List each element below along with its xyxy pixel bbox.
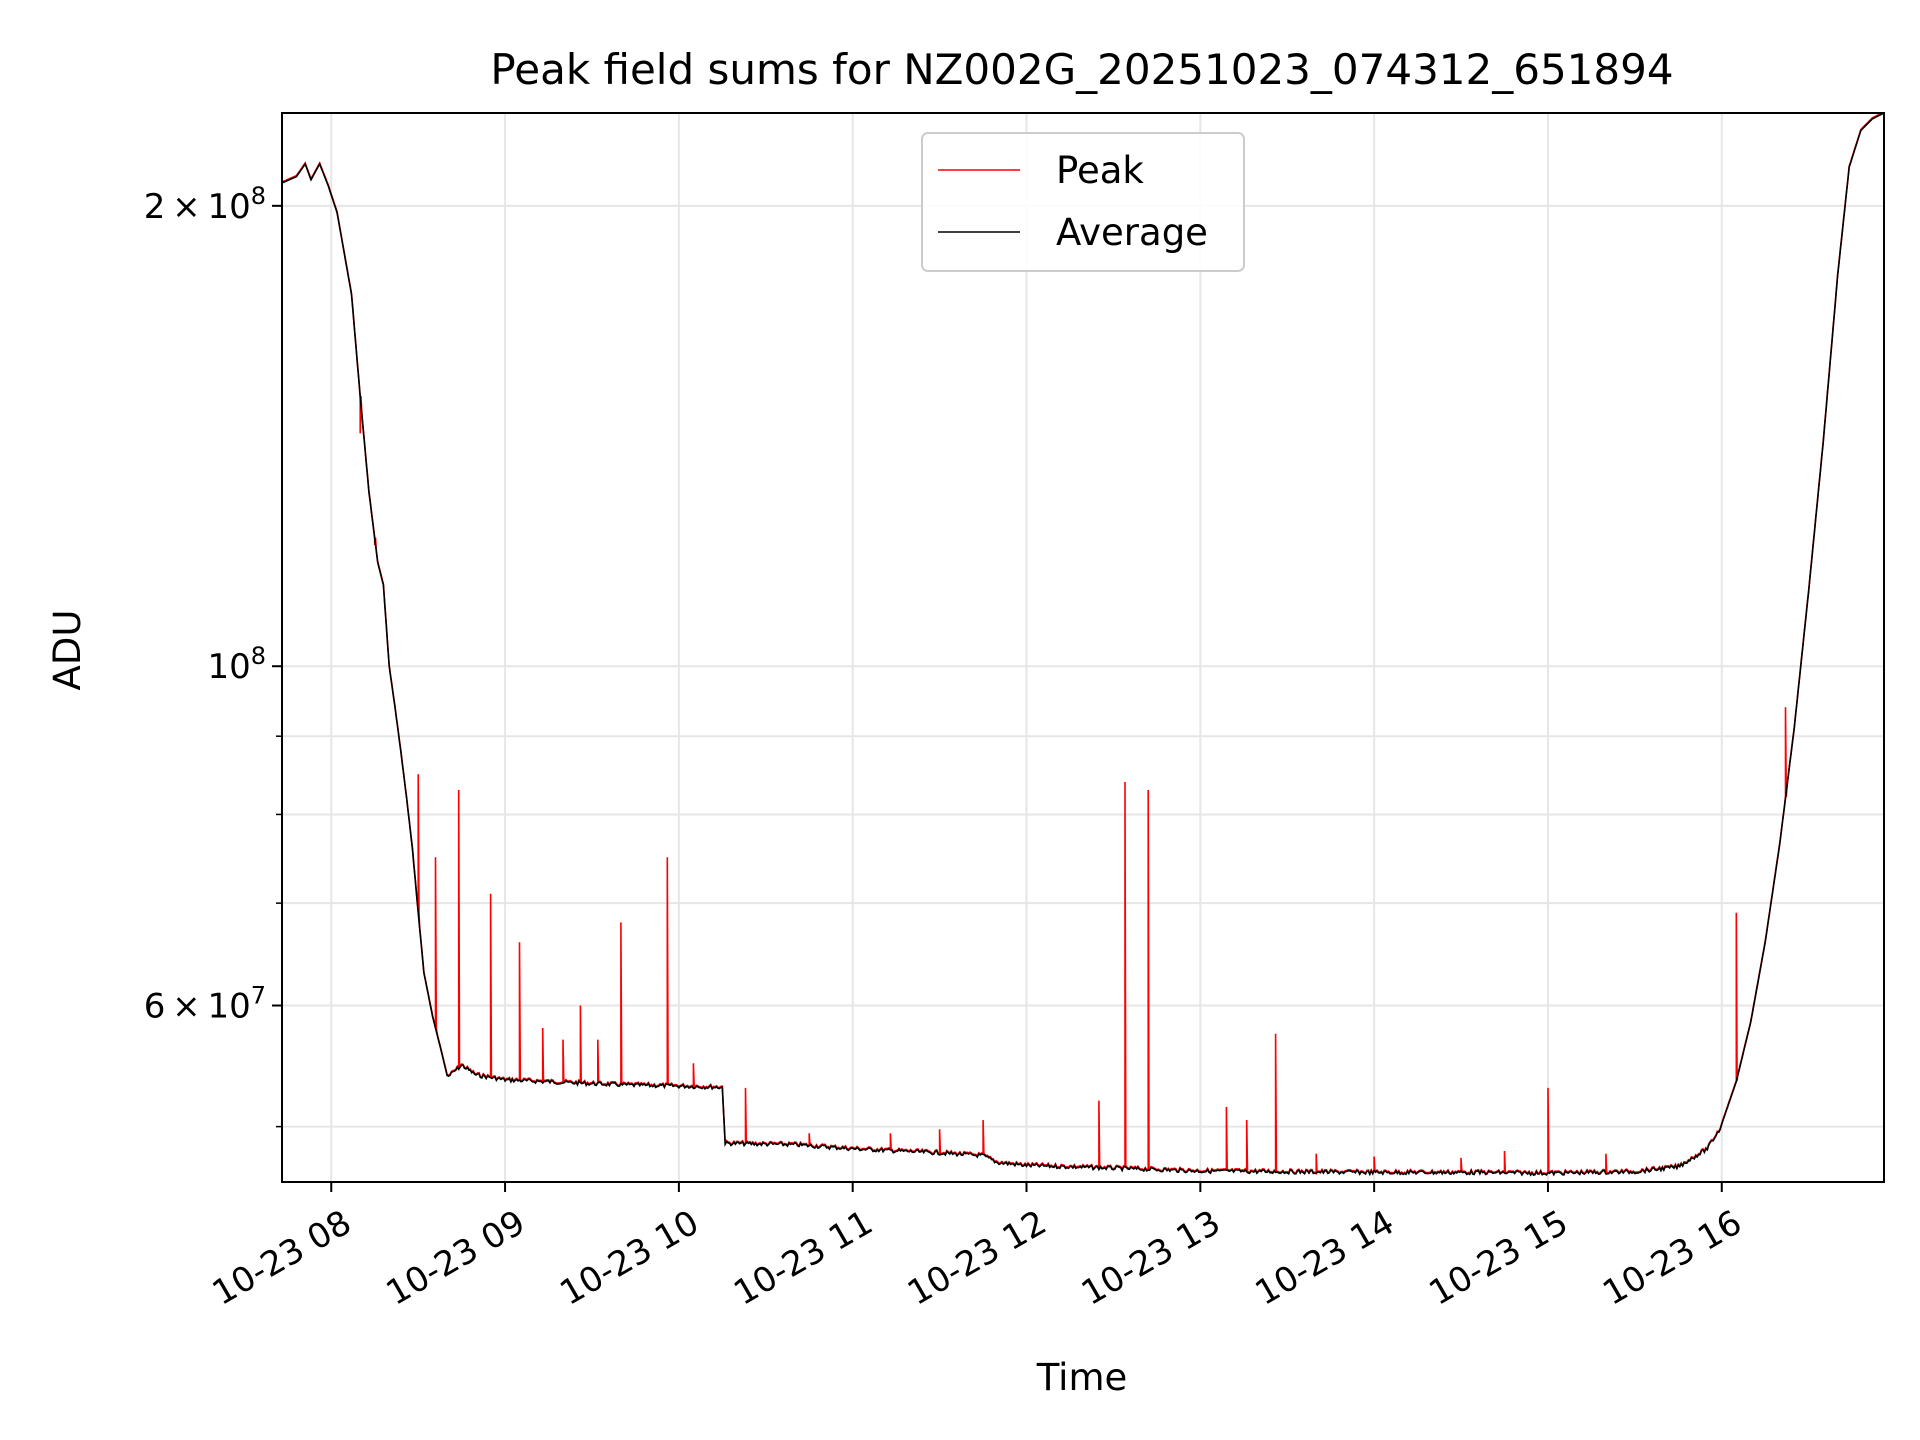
x-axis-label: Time: [1036, 1356, 1128, 1399]
y-axis: 6 × 107 108 2 × 108: [144, 182, 282, 1128]
chart-title: Peak field sums for NZ002G_20251023_0743…: [490, 45, 1673, 94]
y-axis-label: ADU: [46, 610, 89, 691]
legend: Peak Average: [921, 132, 1245, 272]
y-tick-label: 2 × 108: [144, 182, 266, 227]
y-tick-label: 6 × 107: [144, 982, 266, 1027]
plot-frame: [281, 112, 1885, 1183]
y-tick-label: 108: [207, 642, 266, 687]
series-layer: [282, 113, 1884, 1177]
grid: [282, 113, 1884, 1182]
legend-average-label: Average: [1056, 211, 1208, 254]
legend-peak-label: Peak: [1056, 149, 1144, 192]
series-average-line: [282, 113, 1884, 1177]
legend-box: [921, 132, 1245, 272]
